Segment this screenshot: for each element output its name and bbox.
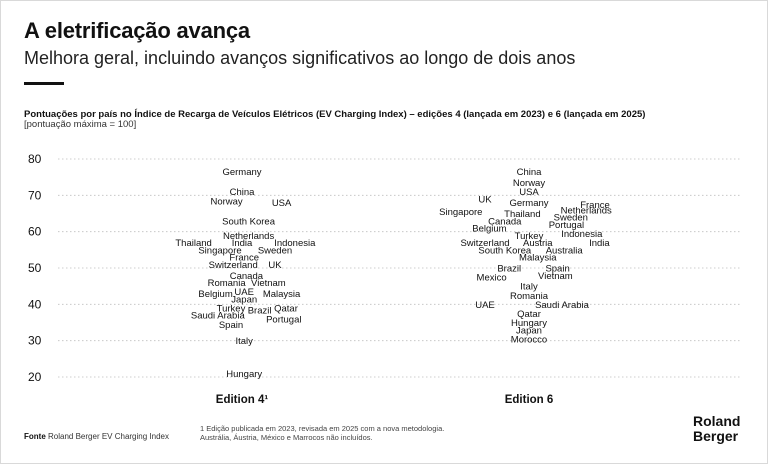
data-point-label: Singapore — [439, 207, 482, 218]
data-point-label: Malaysia — [263, 289, 301, 300]
y-tick-label: 80 — [28, 152, 42, 166]
data-point-label: Indonesia — [274, 238, 316, 249]
data-point-label: Sweden — [258, 245, 292, 256]
source-text: Roland Berger EV Charging Index — [48, 432, 169, 441]
data-point-label: France — [229, 253, 259, 264]
data-point-label: Switzerland — [460, 238, 509, 249]
data-point-label: UK — [478, 194, 492, 205]
data-point-label: Thailand — [504, 209, 540, 220]
data-point-label: Portugal — [266, 314, 301, 325]
page-subtitle: Melhora geral, incluindo avanços signifi… — [24, 48, 576, 68]
chart-title: Pontuações por país no Índice de Recarga… — [24, 109, 646, 120]
data-point-label: Turkey — [217, 303, 246, 314]
data-point-label: Brazil — [497, 264, 521, 275]
data-point-label: Netherlands — [561, 205, 612, 216]
data-point-label: Indonesia — [561, 229, 603, 240]
y-tick-label: 50 — [28, 261, 42, 275]
data-point-label: Canada — [230, 271, 264, 282]
data-point-label: Canada — [488, 216, 522, 227]
data-point-label: USA — [272, 198, 292, 209]
data-point-label: Australia — [546, 245, 584, 256]
x-category-label: Edition 6 — [505, 394, 554, 406]
data-point-label: Saudi Arabia — [191, 311, 246, 322]
y-tick-label: 70 — [28, 188, 42, 202]
title-rule — [24, 82, 64, 85]
footnote-line-1: 1 Edição publicada em 2023, revisada em … — [200, 424, 445, 433]
footnote-line-2: Austrália, Áustria, México e Marrocos nã… — [200, 433, 373, 442]
data-point-label: Japan — [516, 325, 542, 336]
source-note: Fonte Roland Berger EV Charging Index — [24, 432, 169, 441]
data-point-label: UAE — [234, 287, 254, 298]
data-point-label: Italy — [520, 282, 538, 293]
data-point-label: Turkey — [515, 231, 544, 242]
data-point-label: Vietnam — [251, 278, 286, 289]
data-point-label: India — [589, 238, 610, 249]
data-point-label: India — [232, 238, 253, 249]
data-point-label: Malaysia — [519, 253, 557, 264]
logo-line-2: Berger — [693, 428, 739, 444]
data-point-label: Austria — [523, 238, 553, 249]
data-point-label: South Korea — [478, 245, 532, 256]
source-label: Fonte — [24, 432, 46, 441]
data-point-label: Sweden — [554, 213, 588, 224]
logo-line-1: Roland — [693, 413, 741, 429]
data-point-label: Qatar — [517, 309, 541, 320]
data-point-label: Singapore — [198, 245, 241, 256]
data-point-label: Germany — [509, 198, 548, 209]
data-point-label: Italy — [235, 336, 253, 347]
data-point-label: China — [230, 187, 256, 198]
page-title: A eletrificação avança — [24, 18, 250, 43]
y-tick-label: 40 — [28, 297, 42, 311]
data-point-label: Romania — [510, 291, 549, 302]
data-point-label: USA — [519, 187, 539, 198]
chart-subtitle: [pontuação máxima = 100] — [24, 119, 137, 130]
data-point-label: Norway — [210, 196, 242, 207]
data-point-label: Germany — [222, 167, 261, 178]
data-point-label: Norway — [513, 178, 545, 189]
roland-berger-logo: Roland Berger — [693, 414, 740, 444]
data-point-label: France — [580, 200, 610, 211]
data-point-label: South Korea — [222, 216, 276, 227]
data-point-label: Spain — [545, 264, 569, 275]
data-point-label: Qatar — [274, 303, 298, 314]
data-point-label: Thailand — [175, 238, 211, 249]
footnote: 1 Edição publicada em 2023, revisada em … — [200, 424, 520, 442]
data-point-label: UK — [268, 260, 282, 271]
data-point-label: Saudi Arabia — [535, 300, 590, 311]
data-point-label: Belgium — [472, 224, 506, 235]
data-point-label: Hungary — [226, 369, 262, 380]
data-point-label: Hungary — [511, 318, 547, 329]
data-point-label: Switzerland — [209, 260, 258, 271]
data-point-label: Mexico — [477, 273, 507, 284]
data-point-label: Romania — [208, 278, 247, 289]
y-tick-label: 20 — [28, 370, 42, 384]
data-point-label: China — [517, 167, 543, 178]
data-point-label: Japan — [231, 294, 257, 305]
data-point-label: Brazil — [248, 305, 272, 316]
data-point-label: Vietnam — [538, 271, 573, 282]
data-point-label: Portugal — [549, 220, 584, 231]
data-point-label: Morocco — [511, 334, 547, 345]
y-tick-label: 60 — [28, 225, 42, 239]
data-point-label: Spain — [219, 320, 243, 331]
y-tick-label: 30 — [28, 334, 42, 348]
data-point-label: UAE — [475, 300, 495, 311]
x-category-label: Edition 4¹ — [216, 394, 269, 406]
data-point-label: Belgium — [198, 289, 232, 300]
data-point-label: Netherlands — [223, 231, 274, 242]
